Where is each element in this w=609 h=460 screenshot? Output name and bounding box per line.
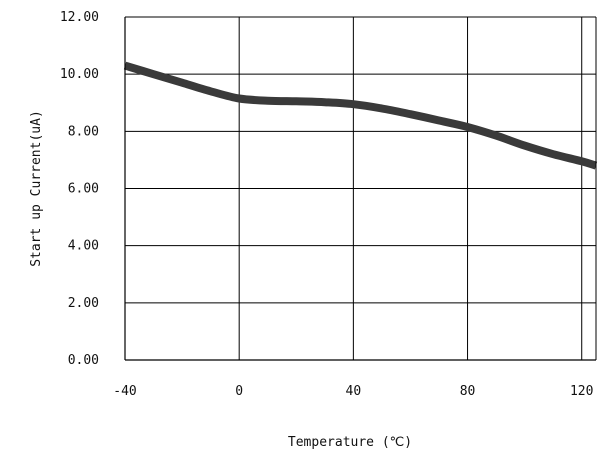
y-tick-label: 2.00 xyxy=(68,296,99,311)
y-tick-label: 4.00 xyxy=(68,239,99,254)
x-tick-labels: -40 0 40 80 120 xyxy=(113,384,593,399)
x-tick-label: 120 xyxy=(570,384,593,399)
y-tick-label: 8.00 xyxy=(68,124,99,139)
x-axis-label: Temperature (℃) xyxy=(288,435,412,450)
y-tick-label: 10.00 xyxy=(60,67,99,82)
x-tick-label: 40 xyxy=(346,384,362,399)
x-tick-label: -40 xyxy=(113,384,136,399)
y-tick-label: 12.00 xyxy=(60,10,99,25)
series-layer xyxy=(123,61,598,170)
x-tick-label: 80 xyxy=(460,384,476,399)
series-line-0 xyxy=(123,61,598,170)
y-axis-label: Start up Current(uA) xyxy=(29,110,44,267)
x-tick-label: 0 xyxy=(235,384,243,399)
y-tick-label: 6.00 xyxy=(68,182,99,197)
y-tick-labels: 0.00 2.00 4.00 6.00 8.00 10.00 12.00 xyxy=(60,10,99,368)
y-tick-label: 0.00 xyxy=(68,353,99,368)
grid xyxy=(125,16,596,360)
plot-frame-layer xyxy=(124,17,597,361)
